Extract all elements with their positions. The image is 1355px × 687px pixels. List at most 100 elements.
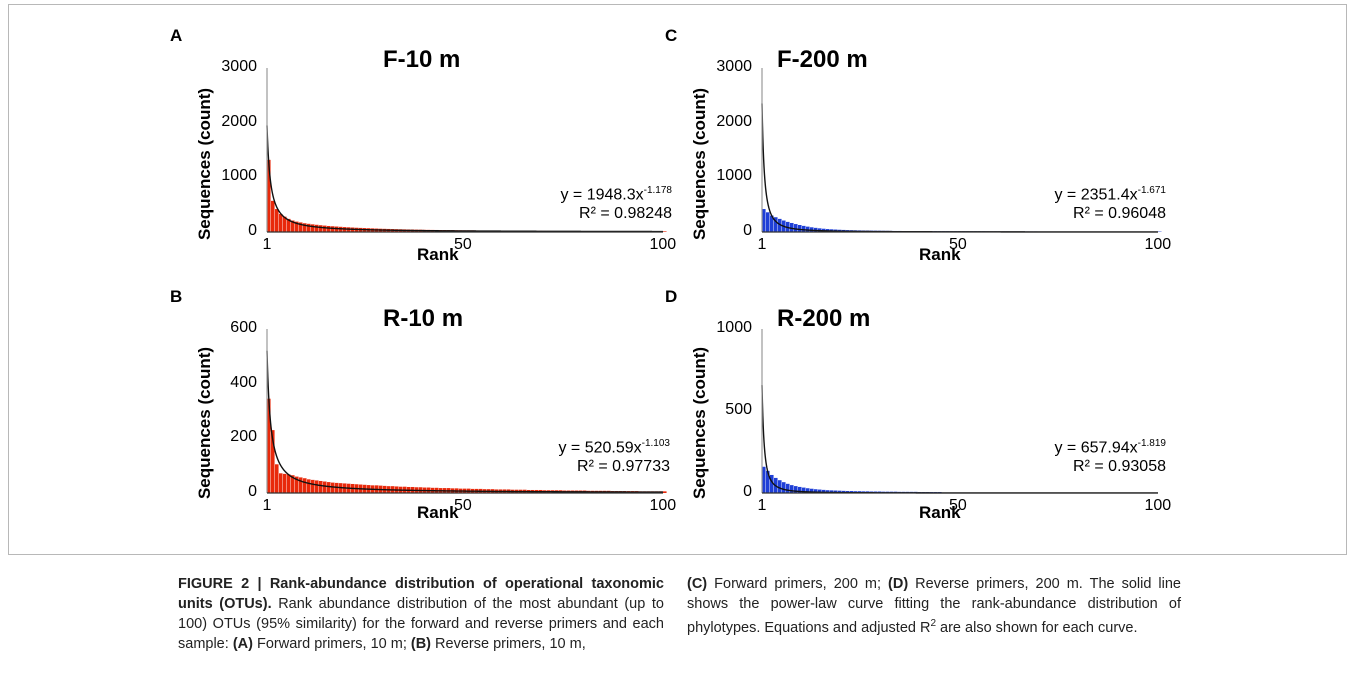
x-tick-label: 100	[649, 236, 677, 253]
bar	[307, 223, 311, 232]
bar	[814, 489, 818, 493]
panel-title: R-10 m	[383, 305, 464, 332]
panel-title: F-10 m	[383, 46, 461, 73]
bar	[291, 475, 295, 493]
bar	[275, 209, 279, 232]
x-tick-label: 50	[949, 236, 967, 253]
x-tick-label: 50	[949, 497, 967, 514]
caption-text: are also shown for each curve.	[936, 619, 1138, 636]
y-tick-label: 3000	[221, 58, 257, 75]
figure-caption-right: (C) Forward primers, 200 m; (D) Reverse …	[687, 574, 1181, 638]
caption-ref-a: (A)	[232, 636, 253, 652]
fit-equation: y = 657.94x-1.819	[1054, 438, 1166, 457]
caption-superscript: 2	[930, 618, 937, 629]
bar	[295, 476, 299, 493]
bar	[766, 470, 770, 493]
bar	[794, 224, 798, 232]
bar	[766, 212, 770, 232]
bar	[323, 225, 327, 232]
bar	[275, 464, 279, 493]
x-tick-label: 1	[262, 497, 272, 514]
fit-equation: y = 1948.3x-1.178	[560, 185, 672, 204]
x-tick-label: 100	[1144, 497, 1172, 514]
bar	[331, 226, 335, 232]
bar	[663, 231, 667, 232]
bar	[786, 483, 790, 493]
panel-b: B R-10 m Sequences (count) Rank y = 520.…	[170, 285, 810, 530]
r-squared: R² = 0.96048	[1073, 205, 1166, 222]
fit-equation: y = 2351.4x-1.671	[1054, 185, 1166, 204]
y-tick-label: 2000	[716, 112, 752, 130]
bar	[327, 225, 331, 232]
caption-text: Reverse primers, 10 m,	[431, 636, 586, 652]
bar	[271, 200, 275, 232]
bar	[663, 491, 667, 493]
bar	[267, 398, 271, 493]
caption-ref-c: (C)	[687, 576, 708, 592]
plot-area	[761, 68, 1162, 233]
plot-area	[761, 329, 1158, 494]
bar	[790, 485, 794, 493]
panel-label: D	[665, 287, 678, 306]
bar	[283, 473, 287, 493]
bar	[331, 482, 335, 493]
caption-text: Forward primers, 200 m;	[707, 576, 889, 592]
x-axis-label: Rank	[919, 503, 961, 522]
bar	[762, 209, 766, 232]
y-tick-label: 600	[230, 319, 257, 336]
bar	[271, 430, 275, 493]
y-tick-label: 500	[725, 401, 752, 418]
bar	[810, 488, 814, 493]
bar	[794, 486, 798, 493]
panel-d: D R-200 m Sequences (count) Rank y = 657…	[665, 285, 1305, 530]
panel-label: C	[665, 26, 678, 45]
bar	[802, 487, 806, 493]
bar	[798, 486, 802, 493]
y-tick-label: 200	[230, 428, 257, 446]
x-axis-label: Rank	[417, 245, 459, 264]
r-squared: R² = 0.93058	[1073, 458, 1166, 475]
y-tick-label: 0	[743, 483, 752, 500]
x-tick-label: 100	[649, 497, 677, 514]
panel-title: F-200 m	[777, 46, 868, 73]
fit-curve	[761, 385, 1158, 494]
bar	[826, 490, 830, 493]
y-tick-label: 0	[248, 222, 257, 239]
bar	[762, 466, 766, 493]
plot-area	[266, 329, 667, 494]
panel-label: A	[170, 26, 183, 45]
bar	[782, 482, 786, 493]
bar	[279, 213, 283, 232]
figure-caption-left: FIGURE 2 | Rank-abundance distribution o…	[178, 574, 664, 654]
panel-c: C F-200 m Sequences (count) Rank y = 235…	[665, 24, 1305, 269]
x-tick-label: 100	[1144, 236, 1172, 253]
bar	[327, 482, 331, 493]
x-tick-label: 50	[454, 236, 472, 253]
bar	[770, 474, 774, 493]
fit-curve	[266, 350, 663, 493]
bar	[279, 473, 283, 493]
bar	[299, 477, 303, 493]
bar	[818, 489, 822, 493]
bar	[287, 474, 291, 493]
bar	[802, 225, 806, 232]
bar	[822, 489, 826, 493]
bar	[806, 488, 810, 493]
plot-area	[266, 68, 667, 233]
fit-curve	[761, 103, 1158, 233]
fit-equation: y = 520.59x-1.103	[558, 438, 670, 457]
y-tick-label: 1000	[221, 167, 257, 185]
panel-a: A F-10 m Sequences (count) Rank y = 1948…	[170, 24, 810, 269]
x-tick-label: 1	[757, 497, 767, 514]
bar	[319, 225, 323, 232]
x-tick-label: 1	[757, 236, 767, 253]
bar	[311, 224, 315, 232]
r-squared: R² = 0.98248	[579, 205, 672, 222]
bar	[307, 479, 311, 493]
bar	[774, 217, 778, 232]
bar	[291, 220, 295, 232]
bar	[315, 480, 319, 493]
caption-text: Rank abundance distribution of the most …	[178, 596, 664, 652]
caption-text: Forward primers, 10 m;	[252, 636, 411, 652]
bar	[778, 480, 782, 493]
